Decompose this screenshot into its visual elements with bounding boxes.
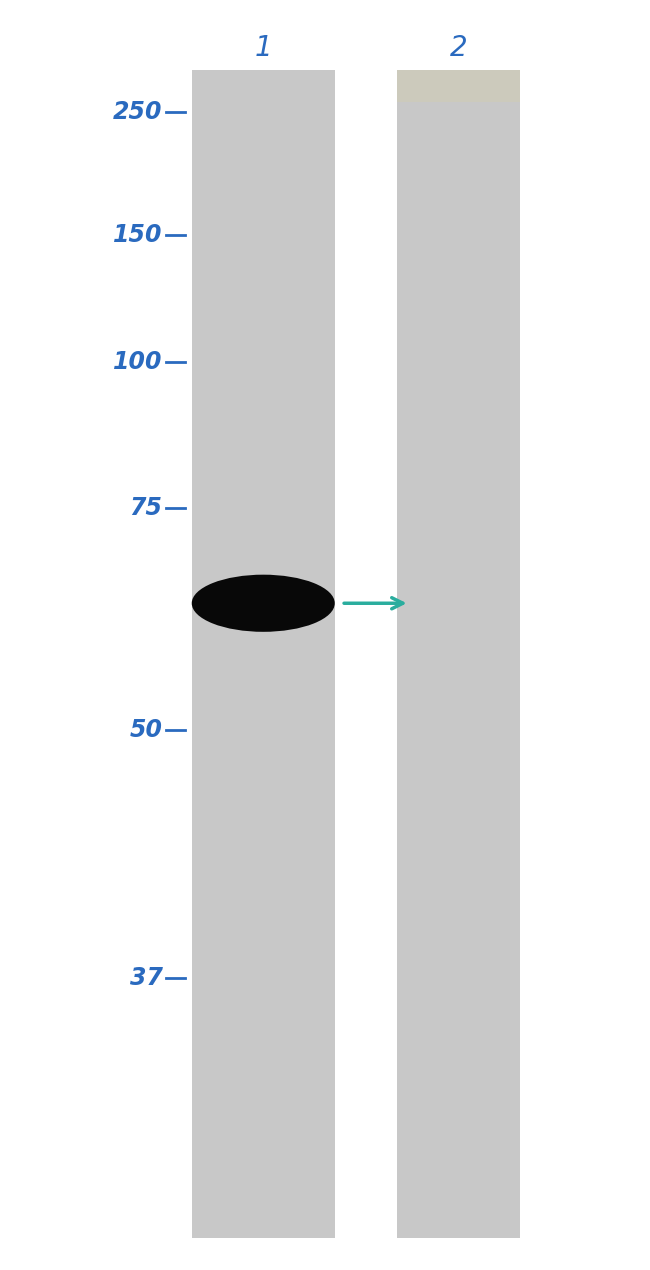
Text: 2: 2 — [449, 34, 467, 62]
Text: 100: 100 — [113, 351, 162, 373]
Text: 37: 37 — [129, 966, 162, 989]
Ellipse shape — [203, 598, 324, 629]
Bar — [396, 70, 520, 102]
Text: 50: 50 — [129, 719, 162, 742]
Bar — [192, 70, 335, 1238]
Text: 150: 150 — [113, 224, 162, 246]
Text: 1: 1 — [254, 34, 272, 62]
Text: 75: 75 — [129, 497, 162, 519]
Bar — [396, 70, 520, 1238]
Ellipse shape — [192, 574, 335, 632]
Text: 250: 250 — [113, 100, 162, 123]
